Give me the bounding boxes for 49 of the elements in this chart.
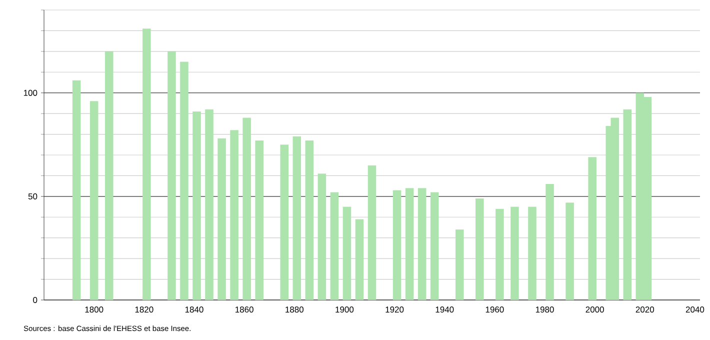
x-tick-label: 1960 [486, 306, 504, 313]
y-tick-label: 0 [33, 296, 38, 303]
bar [392, 190, 402, 300]
bar [566, 202, 574, 300]
bar [72, 80, 81, 300]
bar [496, 208, 504, 300]
bar [90, 101, 98, 300]
bar [218, 138, 226, 300]
x-tick-label: 1840 [185, 306, 204, 313]
bar [476, 198, 484, 300]
bar [168, 51, 176, 300]
bar [418, 188, 426, 300]
bar [456, 230, 464, 300]
bar [588, 157, 596, 300]
y-tick-label: 50 [28, 193, 38, 200]
bar [405, 188, 414, 300]
bar [292, 136, 302, 300]
x-tick-label: 2020 [636, 306, 654, 313]
bar [623, 109, 632, 300]
bar [430, 192, 439, 300]
x-tick-label: 2000 [586, 306, 604, 313]
x-tick-label: 1880 [286, 306, 304, 313]
bar [318, 174, 326, 300]
bar [104, 51, 114, 300]
bar [192, 111, 201, 300]
x-tick-label: 1820 [135, 306, 154, 313]
x-tick-label: 1900 [336, 306, 354, 313]
bar [355, 219, 364, 300]
x-tick-label: 1920 [386, 306, 404, 313]
y-tick-label: 100 [24, 90, 38, 96]
bar [368, 165, 376, 300]
bar [546, 184, 554, 300]
bar [242, 118, 251, 300]
bar [180, 62, 188, 300]
bar [528, 206, 536, 300]
x-tick-label: 1800 [85, 306, 104, 313]
bar [305, 140, 314, 300]
bar [342, 206, 352, 300]
bar [510, 206, 519, 300]
bar [330, 192, 339, 300]
bar [230, 130, 238, 300]
bar [142, 28, 151, 300]
x-tick-label: 1980 [536, 306, 554, 313]
x-tick-label: 1860 [236, 306, 254, 313]
bar [255, 140, 264, 300]
x-tick-label: 2040 [686, 306, 704, 313]
x-tick-label: 1940 [436, 306, 454, 313]
bar [280, 144, 288, 300]
bar [205, 109, 214, 300]
